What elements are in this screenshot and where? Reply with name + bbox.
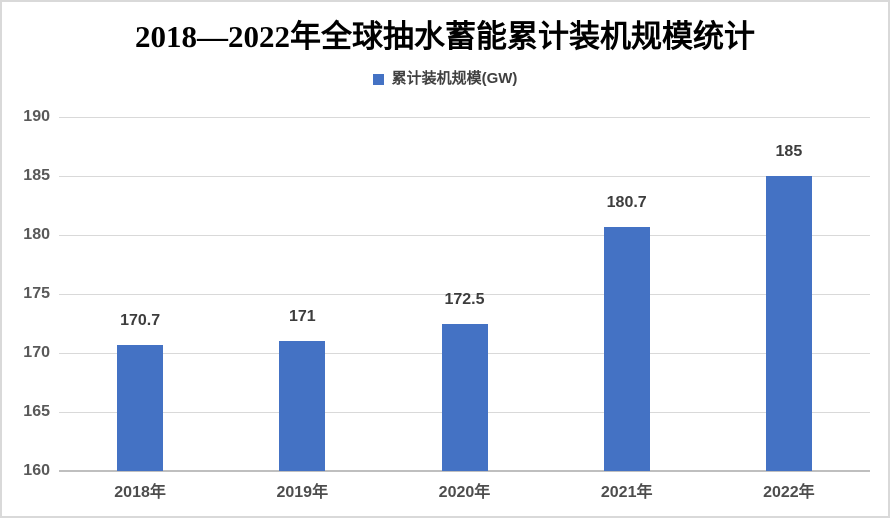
bar <box>441 323 488 471</box>
y-axis-label: 160 <box>23 462 50 479</box>
y-axis-label: 165 <box>23 403 50 420</box>
x-axis-label: 2020年 <box>438 484 491 501</box>
bar <box>765 176 812 471</box>
x-axis-line <box>59 470 870 472</box>
bar <box>279 341 326 471</box>
y-axis-label: 170 <box>23 344 50 361</box>
gridline <box>59 294 870 295</box>
x-axis-label: 2022年 <box>763 484 815 501</box>
legend-marker-icon <box>372 73 384 85</box>
bar <box>603 226 650 471</box>
bar-value-label: 185 <box>775 143 803 160</box>
plot-area: 170.7 2018年 171 2019年 172.5 2020年 180.7 2021年 18… <box>59 117 870 501</box>
bar-value-label: 170.7 <box>120 311 161 329</box>
gridline <box>59 176 870 177</box>
legend-label: 累计装机规模(GW) <box>391 70 518 87</box>
bar-value-label: 172.5 <box>444 290 485 308</box>
y-axis-label: 175 <box>23 285 50 302</box>
bar-value-label: 171 <box>288 308 316 326</box>
y-axis-label: 180 <box>23 226 50 243</box>
chart-title: 2018—2022年全球抽水蓄能累计装机规模统计 <box>135 19 755 54</box>
bar <box>117 344 164 471</box>
x-axis-label: 2021年 <box>600 484 653 501</box>
gridline <box>59 235 870 236</box>
y-axis-label: 190 <box>23 108 50 125</box>
y-axis-label: 185 <box>23 167 50 184</box>
x-axis-label: 2019年 <box>276 484 329 501</box>
legend: 累计装机规模(GW) <box>2 68 888 90</box>
gridline <box>59 117 870 118</box>
x-axis-label: 2018年 <box>114 484 166 501</box>
bar-value-label: 180.7 <box>606 193 647 211</box>
